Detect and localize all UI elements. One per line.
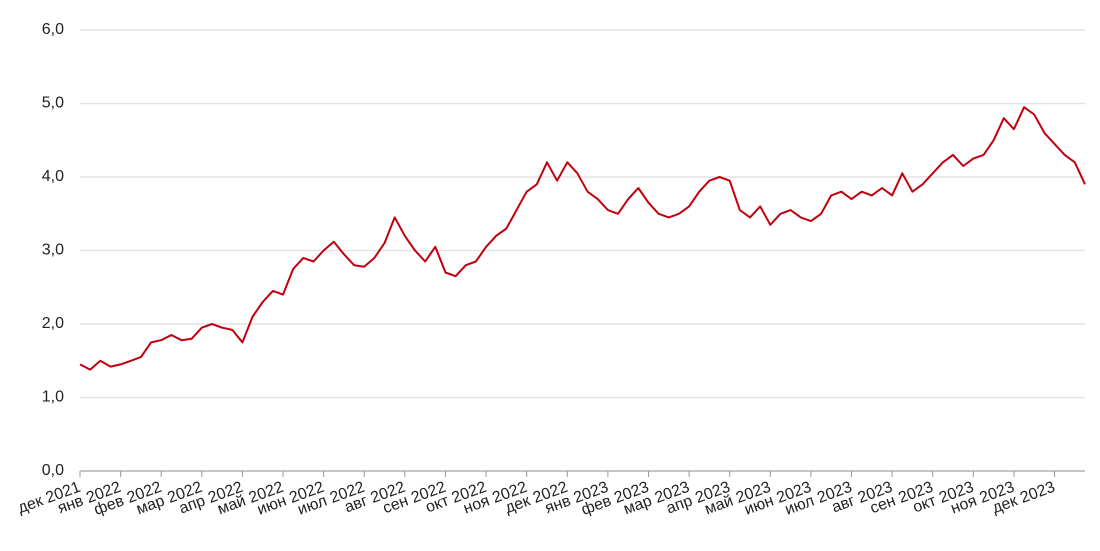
y-tick-label: 6,0 <box>42 21 64 38</box>
y-tick-label: 3,0 <box>42 242 64 259</box>
y-tick-label: 5,0 <box>42 95 64 112</box>
data-line <box>79 106 1086 371</box>
y-tick-label: 1,0 <box>42 389 64 406</box>
y-tick-label: 0,0 <box>42 462 64 479</box>
y-tick-label: 4,0 <box>42 168 64 185</box>
y-tick-label: 2,0 <box>42 315 64 332</box>
